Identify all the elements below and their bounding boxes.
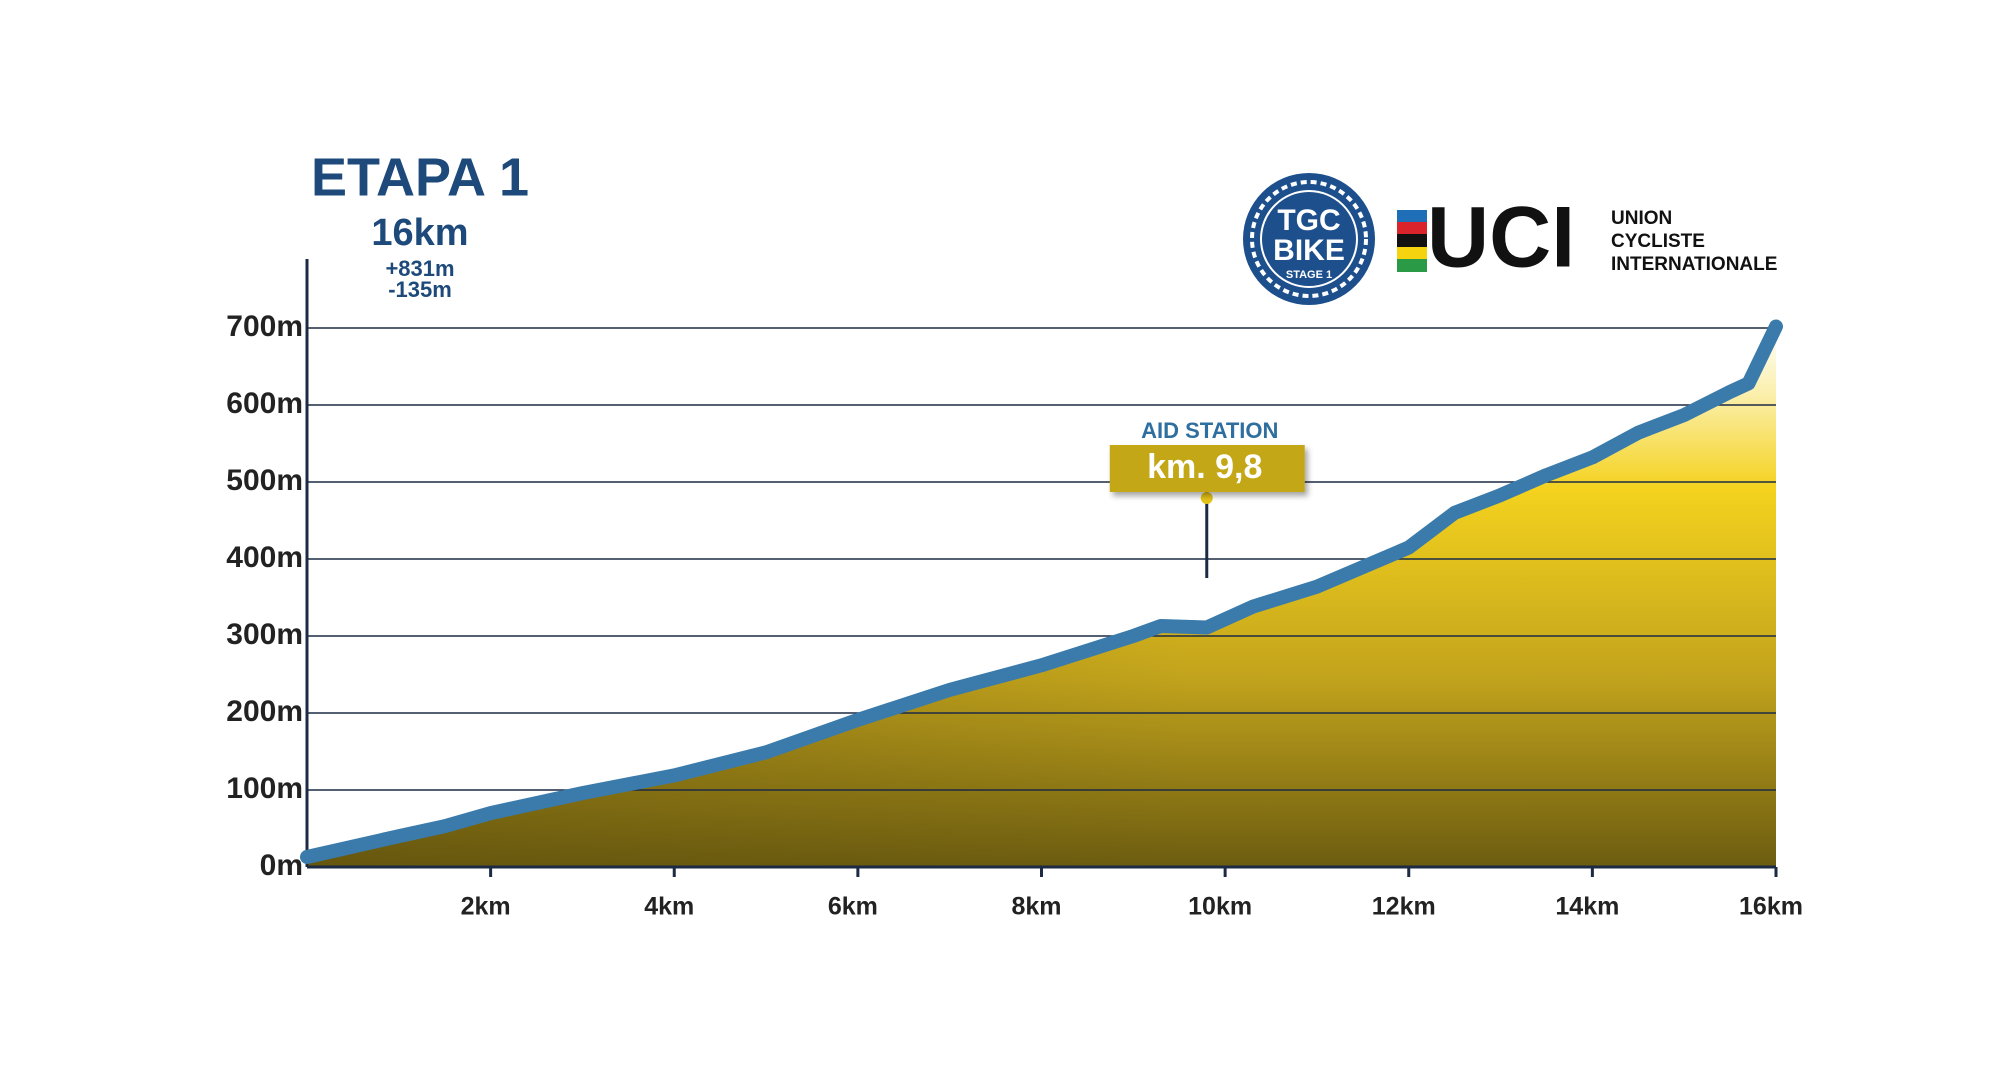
- elevation-gain: +831m: [385, 256, 454, 281]
- uci-stripe: [1397, 247, 1427, 259]
- chart-subtitle: 16km: [371, 212, 468, 254]
- y-tick-label: 600m: [226, 387, 303, 420]
- annotation-box: [1109, 445, 1305, 492]
- y-tick-label: 700m: [226, 310, 303, 343]
- y-tick-label: 100m: [226, 772, 303, 805]
- y-tick-label: 500m: [226, 464, 303, 497]
- uci-stripe: [1397, 222, 1427, 234]
- tgc-logo-inner: [1260, 190, 1358, 288]
- y-tick-label: 0m: [260, 849, 303, 882]
- uci-stripe: [1397, 210, 1427, 222]
- uci-logo: UCI: [1427, 190, 1575, 286]
- area-layer: [307, 326, 1776, 867]
- area-shade: [307, 326, 1776, 867]
- uci-name: CYCLISTE: [1611, 231, 1705, 252]
- logos: TGC BIKE STAGE 1 UCI UNION CYCLISTE INTE…: [1243, 173, 1777, 305]
- x-tick-label: 12km: [1372, 893, 1436, 921]
- x-tick-label: 6km: [828, 893, 878, 921]
- y-tick-label: 300m: [226, 618, 303, 651]
- x-tick-label: 10km: [1188, 893, 1252, 921]
- elevation-loss: -135m: [388, 277, 452, 302]
- chart-title: ETAPA 1: [311, 147, 529, 207]
- y-tick-label: 200m: [226, 695, 303, 728]
- tgc-logo: [1243, 173, 1375, 305]
- x-tick-label: 16km: [1739, 893, 1803, 921]
- annotation-label: km. 9,8: [1147, 448, 1262, 486]
- x-tick-label: 2km: [461, 893, 511, 921]
- x-tick-label: 8km: [1011, 893, 1061, 921]
- tgc-logo-text: BIKE: [1273, 234, 1345, 267]
- annotation-title: AID STATION: [1141, 418, 1278, 443]
- x-tick-label: 4km: [644, 893, 694, 921]
- elevation-line: [300, 319, 1783, 864]
- uci-stripe: [1397, 259, 1427, 272]
- text-layer: ETAPA 1 16km +831m -135m 0m 100m 200m 300m 4…: [226, 147, 1803, 920]
- tgc-logo-text: TGC: [1277, 204, 1340, 237]
- uci-stripe: [1397, 234, 1427, 247]
- tgc-logo-ring: [1250, 180, 1368, 298]
- y-tick-label: 400m: [226, 541, 303, 574]
- x-tick-label: 14km: [1555, 893, 1619, 921]
- uci-name: INTERNATIONALE: [1611, 254, 1777, 275]
- annotation-dot: [1200, 492, 1213, 504]
- line-layer: [300, 259, 1783, 877]
- tgc-logo-text: STAGE 1: [1286, 269, 1332, 281]
- uci-name: UNION: [1611, 208, 1672, 229]
